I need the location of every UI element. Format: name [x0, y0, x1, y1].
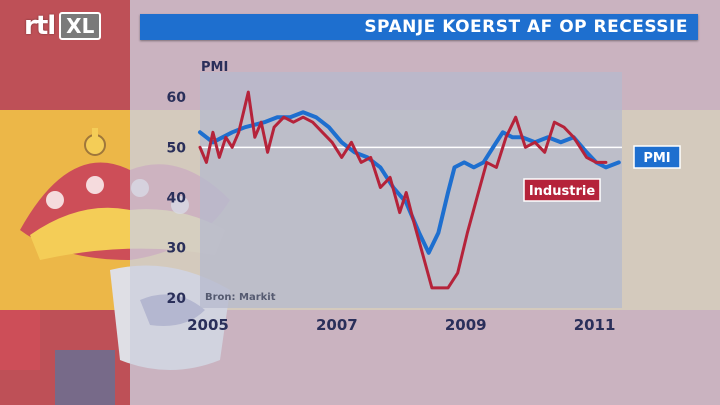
y-tick-label: 40 [167, 191, 187, 207]
logo-xl: XL [59, 12, 102, 40]
y-axis-label: PMI [201, 60, 228, 75]
y-tick-label: 20 [167, 291, 187, 307]
source-note: Bron: Markit [205, 292, 276, 303]
series-label-text: PMI [643, 151, 670, 166]
series-label-text: Industrie [529, 184, 595, 199]
series-label-box [633, 145, 681, 169]
logo-rtl: rtl [24, 11, 56, 41]
headline-bar: SPANJE KOERST AF OP RECESSIE [140, 14, 698, 40]
series-label-industrie: Industrie [523, 178, 601, 202]
series-label-pmi: PMI [633, 145, 681, 169]
series-line-industrie [198, 90, 608, 290]
x-tick-label: 2005 [187, 316, 229, 334]
x-tick-label: 2011 [574, 316, 616, 334]
x-tick-label: 2009 [445, 316, 487, 334]
channel-logo: rtl XL [24, 10, 102, 42]
y-tick-label: 30 [167, 241, 187, 257]
series-line-pmi [198, 110, 621, 255]
series-label-box [523, 178, 601, 202]
y-tick-label: 60 [167, 90, 187, 106]
headline: SPANJE KOERST AF OP RECESSIE [364, 17, 688, 37]
y-tick-label: 50 [167, 140, 187, 156]
x-tick-label: 2007 [316, 316, 358, 334]
